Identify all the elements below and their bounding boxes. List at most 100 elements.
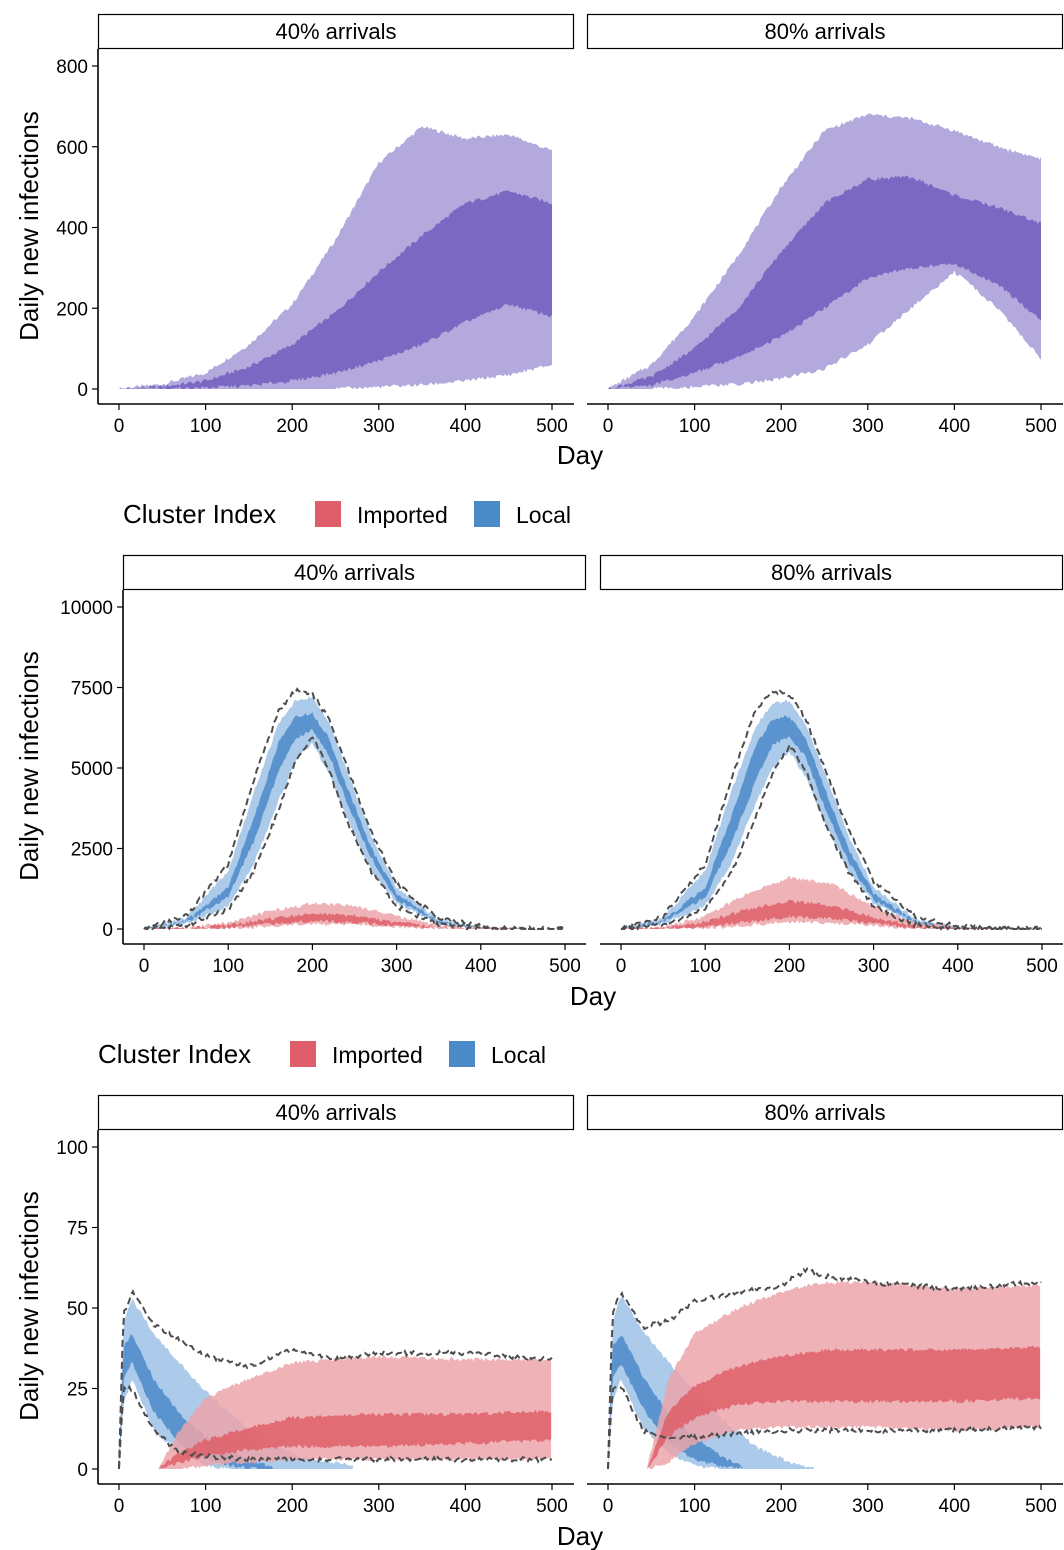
dashed-envelope-line <box>621 741 1043 931</box>
y-tick-label: 100 <box>56 1138 88 1159</box>
x-tick-label: 0 <box>139 956 150 977</box>
panel-1: 40% arrivals 0 100 200 300 400 500 <box>97 1094 575 1517</box>
x-tick-label: 500 <box>1025 1496 1057 1517</box>
facet-strip <box>122 554 587 591</box>
x-tick-label: 0 <box>114 416 125 437</box>
x-tick-label: 200 <box>765 1496 797 1517</box>
x-tick-label: 400 <box>450 1496 482 1517</box>
dashed-envelope-line <box>607 1385 1042 1470</box>
dashed-envelope-line <box>118 1288 553 1468</box>
y-tick-label: 800 <box>56 57 88 78</box>
panel-2: 80% arrivals 0 100 200 300 400 500 <box>586 1094 1064 1517</box>
x-tick-label: 400 <box>450 416 482 437</box>
legend-swatch-imported <box>290 1041 316 1067</box>
legend-label-local: Local <box>491 1042 546 1068</box>
imported-outer-band <box>621 875 1042 929</box>
x-axis-title: Day <box>557 440 603 470</box>
legend: Cluster Index Imported Local <box>123 499 571 529</box>
x-tick-label: 300 <box>858 956 890 977</box>
x-tick-label: 0 <box>603 1496 614 1517</box>
x-tick-label: 0 <box>114 1496 125 1517</box>
dashed-envelope-line <box>118 1384 553 1470</box>
panel-1: 40% arrivals 0 100 200 300 400 500 <box>122 554 587 977</box>
y-tick-label: 10000 <box>60 598 113 619</box>
y-tick-label: 200 <box>56 299 88 320</box>
y-tick-label: 7500 <box>71 679 113 700</box>
panel-2: 80% arrivals 0 100 200 300 400 500 <box>599 554 1064 977</box>
imported-inner-band <box>647 1345 1041 1469</box>
x-tick-label: 100 <box>212 956 244 977</box>
x-tick-label: 400 <box>465 956 497 977</box>
x-tick-label: 400 <box>939 416 971 437</box>
x-tick-label: 100 <box>679 1496 711 1517</box>
y-tick-label: 50 <box>67 1299 88 1320</box>
x-tick-label: 200 <box>765 416 797 437</box>
x-axis-title: Day <box>557 1521 603 1550</box>
facet-strip-label: 80% arrivals <box>764 19 885 44</box>
facet-strip-label: 40% arrivals <box>275 1100 396 1125</box>
x-tick-label: 300 <box>381 956 413 977</box>
x-tick-label: 100 <box>190 416 222 437</box>
x-tick-label: 300 <box>363 416 395 437</box>
x-tick-label: 100 <box>679 416 711 437</box>
x-tick-label: 500 <box>536 416 568 437</box>
facet-strip <box>97 1094 575 1131</box>
x-tick-label: 400 <box>939 1496 971 1517</box>
x-axis-title: Day <box>570 981 616 1011</box>
y-tick-label: 0 <box>102 920 113 941</box>
legend-label-imported: Imported <box>332 1042 423 1068</box>
y-tick-label: 75 <box>67 1219 88 1240</box>
legend-swatch-local <box>474 501 500 527</box>
inner-band <box>608 175 1041 389</box>
panel-1: 40% arrivals 0 100 200 300 400 500 <box>97 13 575 437</box>
facet-strip-label: 40% arrivals <box>294 560 415 585</box>
chart-3: Cluster Index Imported Local Daily new infe… <box>14 1039 1064 1550</box>
legend-title: Cluster Index <box>123 499 276 529</box>
imported-inner-band <box>621 899 1042 929</box>
panel-2: 80% arrivals 0 100 200 300 400 500 <box>586 13 1064 437</box>
facet-strip-label: 80% arrivals <box>771 560 892 585</box>
legend-label-local: Local <box>516 502 571 528</box>
x-tick-label: 300 <box>852 416 884 437</box>
x-tick-label: 100 <box>190 1496 222 1517</box>
x-tick-label: 500 <box>1026 956 1058 977</box>
chart-1: Daily new infections 0 200 400 600 800 40% arr… <box>14 13 1064 470</box>
y-tick-label: 400 <box>56 219 88 240</box>
x-tick-label: 200 <box>276 416 308 437</box>
x-tick-label: 300 <box>363 1496 395 1517</box>
imported-inner-band <box>144 912 565 929</box>
x-tick-label: 500 <box>536 1496 568 1517</box>
facet-strip-label: 40% arrivals <box>275 19 396 44</box>
legend-title: Cluster Index <box>98 1039 251 1069</box>
x-tick-label: 200 <box>276 1496 308 1517</box>
legend-label-imported: Imported <box>357 502 448 528</box>
legend-swatch-local <box>449 1041 475 1067</box>
y-tick-label: 25 <box>67 1380 88 1401</box>
y-axis-title: Daily new infections <box>14 1191 44 1421</box>
x-tick-label: 100 <box>689 956 721 977</box>
x-tick-label: 200 <box>297 956 329 977</box>
dashed-envelope-line <box>607 1267 1042 1470</box>
x-tick-label: 500 <box>1025 416 1057 437</box>
x-tick-label: 200 <box>774 956 806 977</box>
y-tick-label: 2500 <box>71 840 113 861</box>
y-tick-label: 0 <box>77 380 88 401</box>
dashed-envelope-line <box>143 736 566 931</box>
x-tick-label: 0 <box>616 956 627 977</box>
imported-inner-band <box>158 1409 552 1469</box>
x-tick-label: 500 <box>549 956 581 977</box>
facet-strip <box>599 554 1064 591</box>
facet-strip <box>586 13 1064 50</box>
legend: Cluster Index Imported Local <box>98 1039 546 1069</box>
facet-strip <box>97 13 575 50</box>
local-inner-band <box>621 715 1042 929</box>
y-tick-label: 5000 <box>71 759 113 780</box>
x-tick-label: 300 <box>852 1496 884 1517</box>
facet-strip-label: 80% arrivals <box>764 1100 885 1125</box>
chart-2: Cluster Index Imported Local Daily new infe… <box>14 499 1064 1011</box>
facet-strip <box>586 1094 1064 1131</box>
inner-band <box>119 190 552 389</box>
y-axis-title: Daily new infections <box>14 651 44 881</box>
y-tick-label: 600 <box>56 138 88 159</box>
